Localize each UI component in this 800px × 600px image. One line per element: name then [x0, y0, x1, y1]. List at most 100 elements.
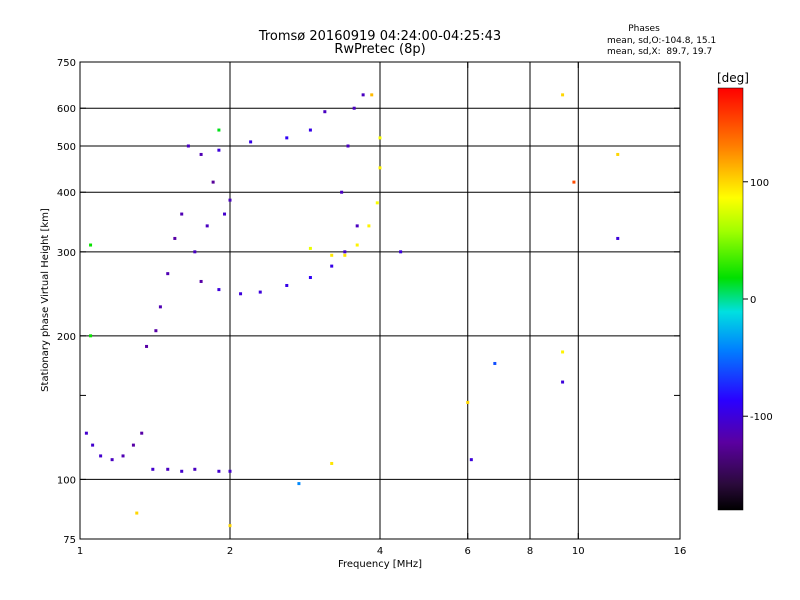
- data-point: [355, 224, 359, 228]
- data-point: [340, 190, 344, 194]
- data-point: [378, 166, 382, 170]
- grid-lines: [80, 62, 680, 539]
- data-point: [297, 482, 301, 486]
- colorbar: [717, 87, 744, 511]
- data-point: [193, 467, 197, 471]
- data-point: [346, 144, 350, 148]
- y-tick-label: 100: [57, 475, 76, 486]
- data-point: [285, 283, 289, 287]
- data-point: [308, 276, 312, 280]
- stats-line-x: mean, sd,X: 89.7, 19.7: [607, 47, 712, 57]
- data-point: [110, 458, 114, 462]
- data-points: [84, 93, 620, 528]
- data-point: [186, 144, 190, 148]
- data-point: [217, 148, 221, 152]
- data-point: [91, 443, 95, 447]
- x-tick-label: 10: [572, 546, 585, 557]
- colorbar-tick-label: 100: [750, 178, 769, 189]
- data-point: [199, 152, 203, 156]
- data-point: [205, 224, 209, 228]
- x-tick-label: 4: [377, 546, 383, 557]
- data-point: [343, 253, 347, 257]
- data-point: [399, 250, 403, 254]
- data-point: [228, 198, 232, 202]
- y-tick-label: 400: [57, 188, 76, 199]
- y-tick-label: 500: [57, 142, 76, 153]
- data-point: [166, 272, 170, 276]
- data-point: [493, 361, 497, 365]
- axis-ticks: 1 2 4 6 8 10 16 75 100 200 300 400 500 600 750: [57, 58, 686, 557]
- x-tick-label: 1: [77, 546, 83, 557]
- data-point: [217, 128, 221, 132]
- data-point: [131, 443, 135, 447]
- data-point: [330, 264, 334, 268]
- data-point: [228, 469, 232, 473]
- data-point: [378, 136, 382, 140]
- data-point: [469, 458, 473, 462]
- stats-header: Phases: [628, 24, 660, 34]
- data-point: [361, 93, 365, 97]
- data-point: [352, 106, 356, 110]
- data-point: [121, 454, 125, 458]
- data-point: [249, 140, 253, 144]
- data-point: [561, 93, 565, 97]
- data-point: [370, 93, 374, 97]
- y-tick-label: 600: [57, 104, 76, 115]
- data-point: [239, 292, 243, 296]
- y-tick-label: 750: [57, 58, 76, 69]
- data-point: [166, 467, 170, 471]
- data-point: [217, 469, 221, 473]
- stats-line-o: mean, sd,O:-104.8, 15.1: [607, 36, 716, 46]
- data-point: [99, 454, 103, 458]
- data-point: [330, 253, 334, 257]
- data-point: [616, 236, 620, 240]
- data-point: [308, 128, 312, 132]
- data-point: [375, 201, 379, 205]
- data-point: [330, 461, 334, 465]
- data-point: [572, 180, 576, 184]
- data-point: [180, 212, 184, 216]
- chart-subtitle: RwPretec (8p): [334, 42, 425, 57]
- data-point: [180, 469, 184, 473]
- colorbar-label: [deg]: [717, 71, 749, 85]
- data-point: [616, 152, 620, 156]
- colorbar-ticks: 100 0 -100: [743, 178, 773, 423]
- x-tick-label: 16: [674, 546, 687, 557]
- data-point: [367, 224, 371, 228]
- data-point: [89, 334, 93, 338]
- x-tick-label: 2: [227, 546, 233, 557]
- data-point: [285, 136, 289, 140]
- data-point: [173, 236, 177, 240]
- y-axis-label: Stationary phase Virtual Height [km]: [40, 208, 51, 392]
- data-point: [228, 524, 232, 528]
- data-point: [258, 290, 262, 294]
- y-tick-label: 75: [63, 535, 76, 546]
- data-point: [355, 243, 359, 247]
- x-axis-label: Frequency [MHz]: [338, 559, 422, 570]
- data-point: [145, 344, 149, 348]
- data-point: [199, 279, 203, 283]
- chart-title: Tromsø 20160919 04:24:00-04:25:43: [258, 29, 501, 44]
- data-point: [323, 110, 327, 114]
- data-point: [561, 350, 565, 354]
- data-point: [343, 250, 347, 254]
- colorbar-tick-label: 0: [750, 295, 756, 306]
- data-point: [151, 467, 155, 471]
- data-point: [308, 246, 312, 250]
- data-point: [193, 250, 197, 254]
- data-point: [135, 511, 139, 515]
- data-point: [158, 305, 162, 309]
- data-point: [140, 431, 144, 435]
- data-point: [223, 212, 227, 216]
- data-point: [84, 431, 88, 435]
- data-point: [89, 243, 93, 247]
- y-tick-label: 200: [57, 332, 76, 343]
- x-tick-label: 6: [465, 546, 471, 557]
- data-point: [561, 380, 565, 384]
- colorbar-tick-label: -100: [750, 412, 773, 423]
- data-point: [466, 400, 470, 404]
- data-point: [217, 288, 221, 292]
- data-point: [211, 180, 215, 184]
- data-point: [154, 329, 158, 333]
